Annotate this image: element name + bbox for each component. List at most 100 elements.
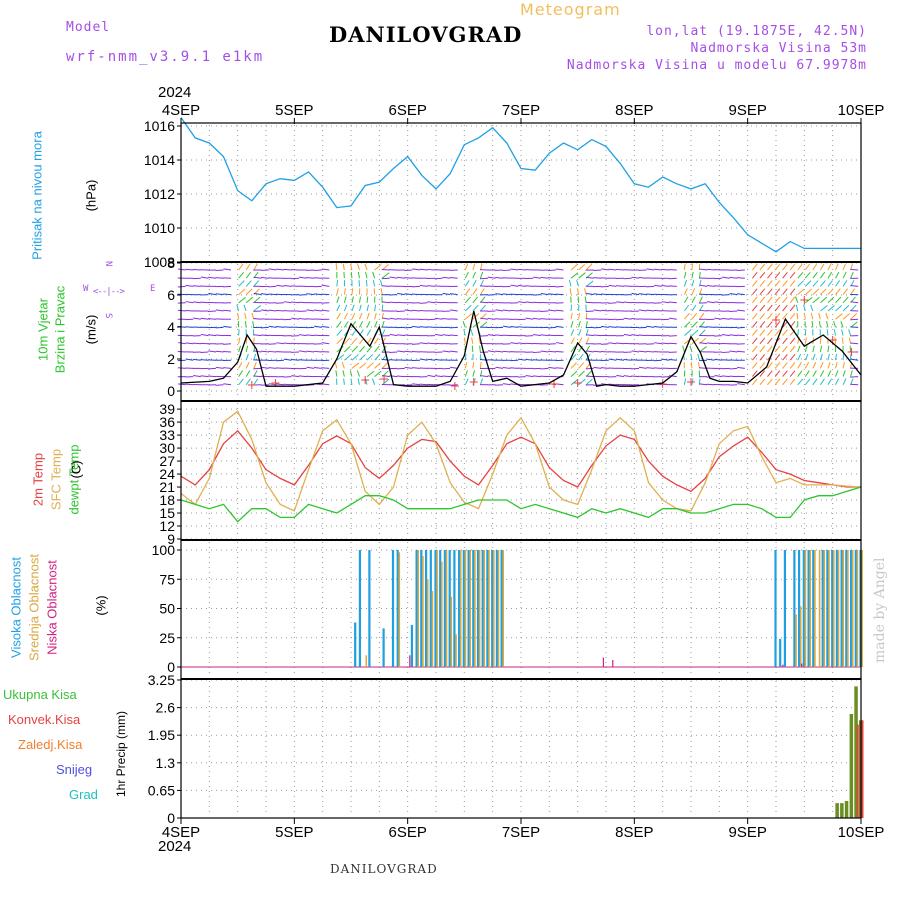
wind-barbs xyxy=(177,263,859,390)
wind-barb xyxy=(548,277,556,279)
wind-barb xyxy=(336,296,340,303)
wind-barb xyxy=(767,288,773,295)
wind-barb xyxy=(321,268,330,271)
series-line-speed xyxy=(180,310,862,387)
wind-barb xyxy=(517,342,526,345)
wind-barb xyxy=(449,277,458,279)
legend-freezing-rain: Zaledj.Kisa xyxy=(18,737,83,752)
wind-barb xyxy=(193,358,201,361)
made-by-watermark: made by Angel xyxy=(872,557,888,664)
wind-barb xyxy=(548,326,556,329)
wind-barb xyxy=(593,293,602,296)
wind-barb xyxy=(548,366,557,369)
wind-barb xyxy=(752,280,758,287)
wind-barb xyxy=(827,305,835,312)
wind-barb xyxy=(789,353,796,361)
wind-barb xyxy=(812,271,818,279)
wind-barb xyxy=(842,313,850,320)
wind-barb xyxy=(835,353,837,361)
wind-barb xyxy=(532,317,541,320)
bar-srednja-oblacnost xyxy=(497,550,500,667)
wind-barb xyxy=(464,370,468,377)
wind-barb xyxy=(502,293,511,296)
wind-barb xyxy=(350,271,353,279)
y-tick-label: 75 xyxy=(159,571,175,587)
wind-barb xyxy=(419,284,428,287)
wind-barb xyxy=(472,313,480,320)
bar-niska-oblacnost xyxy=(782,664,784,667)
compass-w: W xyxy=(83,284,89,294)
wind-barb xyxy=(379,280,383,287)
wind-barb xyxy=(691,288,696,295)
wind-barb xyxy=(774,280,781,287)
wind-barb xyxy=(442,276,451,279)
wind-barb xyxy=(245,263,251,271)
wind-barb xyxy=(208,318,216,320)
wind-barb xyxy=(661,301,670,304)
model-label: Model xyxy=(66,20,111,35)
wind-barb xyxy=(532,294,541,296)
wind-barb xyxy=(795,304,799,312)
wind-barb xyxy=(313,366,322,369)
bar-srednja-oblacnost xyxy=(455,634,457,667)
wind-barb xyxy=(540,350,549,353)
wind-barb xyxy=(495,309,504,312)
wind-barb xyxy=(759,329,766,336)
y-tick-label: 1.3 xyxy=(156,755,176,771)
wind-barb xyxy=(683,263,686,271)
wind-barb xyxy=(820,296,828,304)
wind-barb xyxy=(668,277,677,280)
wind-barb xyxy=(706,268,715,271)
wind-barb xyxy=(729,367,738,370)
wind-barb xyxy=(593,309,602,312)
wind-barb xyxy=(706,342,715,345)
wind-barb xyxy=(789,304,796,312)
wind-barb xyxy=(842,370,846,377)
wind-barb xyxy=(774,271,781,279)
wind-barb xyxy=(245,378,251,386)
wind-barb xyxy=(215,277,224,279)
y-tick-label: 100 xyxy=(152,542,176,558)
wind-barb xyxy=(487,334,496,337)
wind-barb xyxy=(774,353,781,361)
wind-barb xyxy=(381,301,390,304)
bar-srednja-oblacnost xyxy=(469,550,471,667)
wind-barb xyxy=(510,309,519,312)
wind-barb xyxy=(252,321,255,328)
data-layer xyxy=(180,117,864,818)
wind-barb xyxy=(382,374,390,378)
wind-barb xyxy=(593,384,602,386)
wind-barb xyxy=(782,288,788,295)
wind-barb xyxy=(797,370,803,377)
bar-visoka-oblacnost xyxy=(783,550,786,667)
wind-barb xyxy=(623,301,632,304)
y-tick-label: 8 xyxy=(167,255,175,271)
wind-barb xyxy=(797,345,801,353)
wind-barb xyxy=(759,370,766,377)
wind-barb xyxy=(842,296,849,304)
wind-barb xyxy=(835,296,842,304)
wind-barb xyxy=(714,342,723,345)
wind-barb xyxy=(419,358,428,361)
wind-barb xyxy=(654,284,662,287)
wind-barb xyxy=(699,284,708,287)
wind-barb xyxy=(314,325,322,328)
wind-barb xyxy=(336,312,341,320)
wind-barb xyxy=(463,329,466,336)
wind-barb xyxy=(435,333,443,337)
wind-barb xyxy=(495,293,504,296)
wind-barb xyxy=(419,309,428,312)
wind-barb xyxy=(850,268,859,271)
wind-barb xyxy=(261,309,269,312)
wind-barb xyxy=(291,277,300,280)
wind-barb xyxy=(434,301,443,304)
wind-barb xyxy=(517,326,526,328)
bar-visoka-oblacnost xyxy=(472,550,475,667)
wind-barb xyxy=(759,353,766,361)
wind-barb xyxy=(555,309,564,312)
wind-barb xyxy=(759,271,766,279)
bar-visoka-oblacnost xyxy=(425,550,428,667)
wind-barb xyxy=(767,304,773,312)
wind-barb xyxy=(343,321,349,328)
wind-barb xyxy=(759,378,766,386)
